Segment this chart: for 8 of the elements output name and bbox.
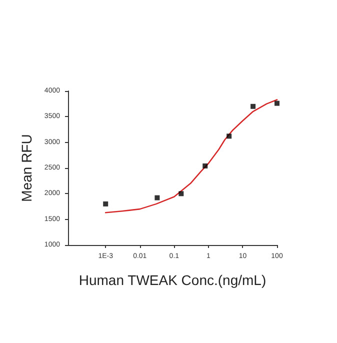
point <box>202 163 208 168</box>
point <box>250 104 256 109</box>
x-axis-title: Human TWEAK Conc.(ng/mL) <box>78 272 266 288</box>
point <box>154 195 160 200</box>
point <box>178 191 184 196</box>
y-axis-title: Mean RFU <box>18 134 35 202</box>
point <box>226 134 232 139</box>
point <box>274 100 280 106</box>
